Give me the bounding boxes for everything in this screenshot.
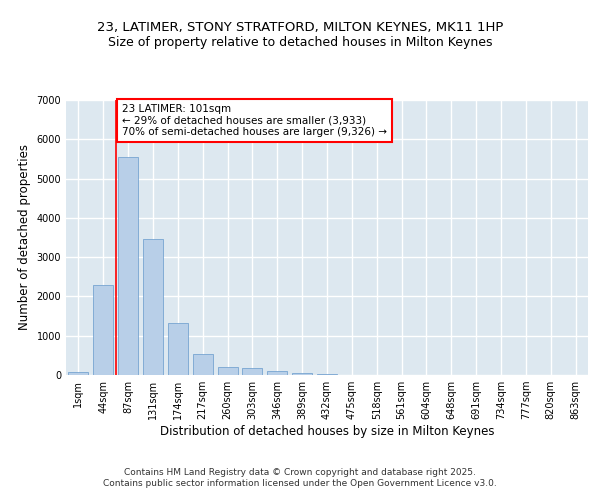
Bar [268, 372, 287, 375]
Bar [143, 240, 163, 375]
Bar [68, 372, 88, 375]
Text: 23 LATIMER: 101sqm
← 29% of detached houses are smaller (3,933)
70% of semi-deta: 23 LATIMER: 101sqm ← 29% of detached hou… [122, 104, 387, 137]
Text: Contains HM Land Registry data © Crown copyright and database right 2025.: Contains HM Land Registry data © Crown c… [124, 468, 476, 477]
Bar [193, 354, 212, 375]
Text: Size of property relative to detached houses in Milton Keynes: Size of property relative to detached ho… [108, 36, 492, 49]
Y-axis label: Number of detached properties: Number of detached properties [18, 144, 31, 330]
X-axis label: Distribution of detached houses by size in Milton Keynes: Distribution of detached houses by size … [160, 425, 494, 438]
Bar [168, 323, 188, 375]
Text: 23, LATIMER, STONY STRATFORD, MILTON KEYNES, MK11 1HP: 23, LATIMER, STONY STRATFORD, MILTON KEY… [97, 21, 503, 34]
Bar [317, 374, 337, 375]
Bar [242, 368, 262, 375]
Bar [94, 284, 113, 375]
Text: Contains public sector information licensed under the Open Government Licence v3: Contains public sector information licen… [103, 480, 497, 488]
Bar [292, 373, 312, 375]
Bar [218, 367, 238, 375]
Bar [118, 157, 138, 375]
